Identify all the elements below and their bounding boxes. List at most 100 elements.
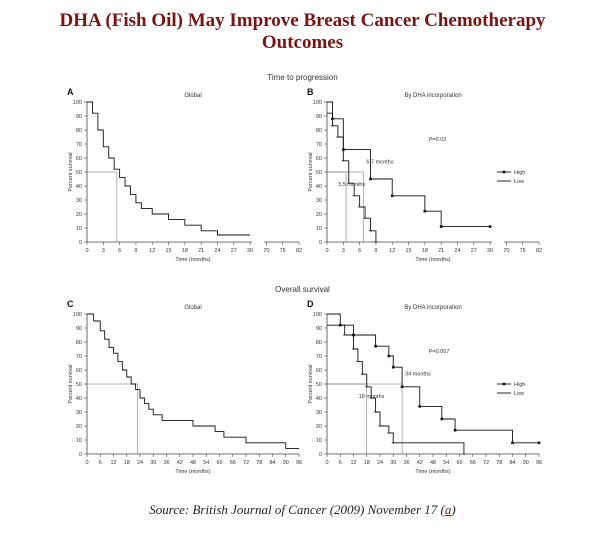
page-title: DHA (Fish Oil) May Improve Breast Cancer…: [0, 10, 605, 54]
chart-title: By DHA incorporation: [404, 93, 461, 99]
y-tick-label: 20: [316, 424, 322, 430]
series-high: [327, 313, 539, 444]
y-tick-label: 60: [316, 368, 322, 374]
y-tick-label: 60: [76, 156, 82, 162]
x-tick-label: 66: [470, 460, 476, 466]
x-tick-label: 30: [150, 460, 156, 466]
chart-panel-c: C Global 0 10 20 30 40 50 60 70 80 90 100 0 6 12 18 24 30 3…: [65, 296, 320, 496]
point-high: [537, 441, 541, 445]
y-tick-label: 0: [319, 452, 322, 458]
y-tick-label: 40: [76, 396, 82, 402]
x-tick-label: 66: [230, 460, 236, 466]
x-tick-label: 24: [214, 248, 220, 254]
x-tick-label: 12: [149, 248, 155, 254]
y-tick-label: 80: [316, 128, 322, 134]
y-tick-label: 20: [76, 424, 82, 430]
chart-panel-a: A Global 0 10 20 30 40 50 60 70 80 90 100 0 3 6 9 12 15 18 2…: [65, 84, 320, 284]
y-tick-label: 70: [76, 354, 82, 360]
x-tick-label: 21: [198, 248, 204, 254]
x-axis-label: Time (months): [415, 257, 450, 263]
median-annotation-low: 18 months: [359, 394, 385, 400]
x-tick-label: 70: [263, 248, 269, 254]
y-tick-label: 100: [73, 100, 82, 106]
x-tick-label: 12: [110, 460, 116, 466]
y-tick-label: 80: [76, 340, 82, 346]
section-title-top: Time to progression: [267, 73, 338, 82]
y-tick-label: 70: [316, 142, 322, 148]
y-tick-label: 70: [76, 142, 82, 148]
x-tick-label: 27: [231, 248, 237, 254]
x-tick-label: 48: [430, 460, 436, 466]
y-tick-label: 30: [316, 198, 322, 204]
x-tick-label: 24: [377, 460, 383, 466]
page-title-line2: Outcomes: [261, 32, 344, 53]
y-tick-label: 0: [79, 240, 82, 246]
series-high: [327, 101, 491, 228]
x-axis-label: Time (months): [175, 257, 210, 263]
x-tick-label: 0: [85, 248, 88, 254]
point-high: [391, 365, 395, 369]
median-annotation-low: 3.5 months: [338, 182, 365, 188]
x-tick-label: 42: [177, 460, 183, 466]
y-tick-label: 50: [76, 170, 82, 176]
x-tick-label: 54: [203, 460, 209, 466]
point-high: [453, 428, 457, 432]
x-tick-label: 60: [216, 460, 222, 466]
y-tick-label: 90: [76, 326, 82, 332]
y-tick-label: 0: [319, 240, 322, 246]
y-tick-label: 30: [76, 198, 82, 204]
p-value-label: P=0.02: [429, 137, 447, 143]
chart-panel-d: D By DHA incorporation 0 10 20 30 40 50 60 70 80 90…: [305, 296, 560, 496]
y-tick-label: 30: [316, 410, 322, 416]
x-tick-label: 72: [243, 460, 249, 466]
chart-d-svg: D By DHA incorporation0102030405060708090…: [307, 299, 542, 475]
median-annotation-high: 6.7 months: [366, 160, 393, 166]
chart-title: By DHA incorporation: [404, 305, 461, 311]
x-tick-label: 76: [280, 248, 286, 254]
point-high: [488, 225, 492, 228]
panel-letter: B: [307, 87, 314, 97]
x-tick-label: 30: [487, 248, 493, 254]
x-tick-label: 24: [454, 248, 460, 254]
y-tick-label: 50: [76, 382, 82, 388]
y-tick-label: 0: [79, 452, 82, 458]
y-tick-label: 40: [316, 184, 322, 190]
y-tick-label: 10: [316, 438, 322, 444]
series-low: [327, 324, 465, 454]
x-tick-label: 6: [339, 460, 342, 466]
page-title-line1: DHA (Fish Oil) May Improve Breast Cancer…: [59, 10, 546, 31]
x-tick-label: 84: [509, 460, 515, 466]
y-tick-label: 20: [76, 212, 82, 218]
x-tick-label: 36: [163, 460, 169, 466]
x-tick-label: 90: [283, 460, 289, 466]
x-tick-label: 3: [102, 248, 105, 254]
chart-a-svg: A Global 0 10 20 30 40 50 60 70 80 90 100 0 3 6 9 12 15 18 2…: [67, 87, 302, 263]
y-tick-label: 90: [316, 114, 322, 120]
y-tick-label: 70: [316, 354, 322, 360]
series-line: [87, 101, 251, 236]
x-tick-label: 90: [523, 460, 529, 466]
x-tick-label: 72: [483, 460, 489, 466]
chart-panel-b: B By DHA incorporation 0 10 20 30 40 50 60 70 80 90…: [305, 84, 560, 284]
x-tick-label: 18: [422, 248, 428, 254]
y-axis-label: Percent survival: [68, 152, 74, 191]
x-tick-label: 82: [536, 248, 542, 254]
y-axis-label: Percent survival: [308, 364, 314, 403]
point-high: [439, 225, 443, 228]
median-annotation-high: 34 months: [405, 372, 431, 378]
x-tick-label: 3: [342, 248, 345, 254]
x-tick-label: 96: [536, 460, 542, 466]
source-link[interactable]: a: [444, 502, 452, 517]
y-tick-label: 50: [316, 382, 322, 388]
y-tick-label: 40: [316, 396, 322, 402]
y-tick-label: 80: [316, 340, 322, 346]
point-high: [374, 344, 377, 348]
x-tick-label: 6: [118, 248, 121, 254]
source-close: ): [451, 502, 456, 517]
legend-marker-high: [502, 170, 506, 174]
x-tick-label: 96: [296, 460, 302, 466]
x-tick-label: 12: [350, 460, 356, 466]
x-tick-label: 15: [165, 248, 171, 254]
y-tick-label: 80: [76, 128, 82, 134]
series-line: [87, 313, 299, 449]
